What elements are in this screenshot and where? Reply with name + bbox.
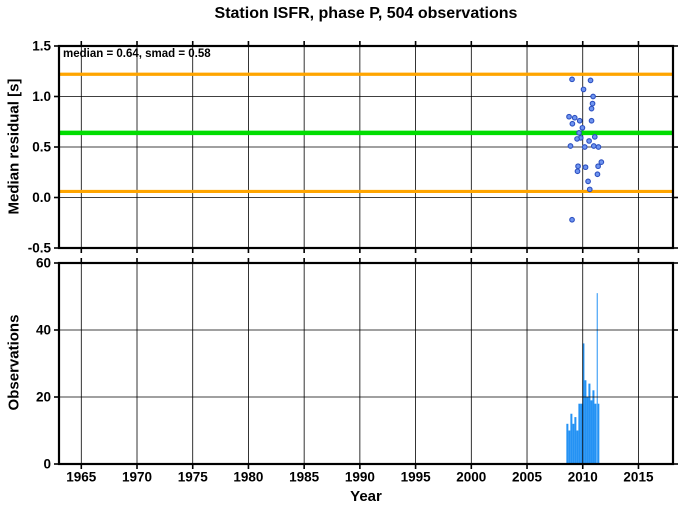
x-axis-label-year: Year (350, 488, 382, 505)
histogram-bar (590, 400, 593, 464)
y-tick-label: 40 (36, 323, 51, 338)
histogram-bar (582, 343, 585, 464)
scatter-point (585, 178, 591, 185)
histogram-bar (568, 430, 571, 464)
x-tick-label: 1975 (178, 470, 209, 485)
scatter-point (574, 168, 581, 175)
y-tick-label: 0.0 (32, 190, 51, 205)
scatter-point (569, 76, 575, 83)
panel-frame (57, 261, 675, 466)
x-tick-label: 1990 (345, 470, 375, 485)
histogram-bar (586, 397, 589, 464)
scatter-point (590, 93, 596, 100)
histogram-bar (566, 423, 569, 464)
histogram-bar (594, 403, 597, 464)
scatter-point (587, 77, 594, 84)
histogram-bar (580, 403, 583, 464)
x-tick-label: 2015 (623, 470, 654, 485)
histogram-bar (592, 390, 595, 464)
histogram-bar (588, 383, 591, 464)
scatter-point (569, 216, 575, 223)
x-tick-label: 1965 (66, 470, 97, 485)
x-tick-label: 2005 (512, 470, 543, 485)
y-tick-label: 20 (36, 390, 51, 405)
x-tick-label: 1980 (233, 470, 263, 485)
scatter-point (567, 143, 574, 149)
scatter-point (590, 143, 597, 149)
scatter-point (595, 144, 602, 150)
scatter-point (588, 117, 595, 124)
scatter-point (594, 171, 601, 178)
x-tick-label: 2000 (456, 470, 486, 485)
scatter-point (574, 136, 580, 142)
scatter-point (579, 124, 586, 131)
scatter-point (588, 105, 595, 112)
histogram-bar (584, 380, 587, 464)
scatter-point (598, 159, 605, 165)
y-tick-label: 1.5 (32, 39, 51, 54)
scatter-point (581, 144, 588, 150)
x-tick-label: 1995 (401, 470, 432, 485)
y-tick-label: 1.0 (32, 89, 51, 104)
y-tick-label: 60 (36, 256, 51, 271)
histogram-bar (574, 417, 577, 464)
histogram-bar (578, 403, 581, 464)
x-tick-label: 1985 (289, 470, 320, 485)
scatter-point (591, 134, 598, 140)
scatter-point (575, 163, 581, 170)
scatter-point (571, 114, 578, 121)
histogram-bar (570, 413, 573, 464)
x-tick-label: 1970 (122, 470, 152, 485)
scatter-point (569, 120, 576, 127)
scatter-point (576, 117, 583, 124)
scatter-point (580, 86, 587, 93)
y-tick-label: 0 (43, 457, 51, 472)
y-tick-label: 0.5 (32, 140, 51, 155)
scatter-point (586, 138, 592, 144)
scatter-point (576, 130, 582, 136)
median-smad-annotation: median = 0.64, smad = 0.58 (63, 48, 211, 60)
histogram-bar (596, 293, 598, 464)
y-axis-label-residual: Median residual [s] (5, 78, 23, 215)
scatter-point (595, 163, 601, 170)
scatter-point (566, 113, 572, 120)
y-tick-label: -0.5 (28, 241, 52, 256)
y-axis-label-observations: Observations (5, 314, 23, 411)
x-tick-label: 2010 (568, 470, 598, 485)
histogram-bar (572, 423, 575, 464)
histogram-bar (597, 403, 600, 464)
histogram-bar (576, 430, 579, 464)
scatter-point (582, 164, 589, 171)
scatter-point (589, 100, 596, 107)
chart-title: Station ISFR, phase P, 504 observations (214, 5, 518, 22)
scatter-point (586, 186, 593, 193)
